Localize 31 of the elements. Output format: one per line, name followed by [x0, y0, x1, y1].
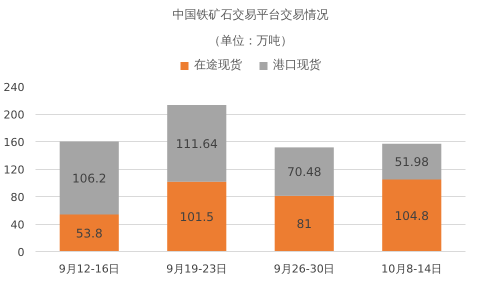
data-label: 106.2: [72, 172, 106, 186]
data-label: 111.64: [176, 136, 218, 151]
data-label: 70.48: [287, 165, 322, 180]
bar: [60, 142, 119, 215]
bar: [167, 182, 226, 252]
y-tick-label: 200: [4, 108, 25, 122]
y-tick-label: 0: [18, 246, 24, 259]
x-tick-label: 9月12-16日: [58, 262, 120, 276]
data-label: 81: [296, 217, 312, 232]
x-tick-label: 10月8-14日: [381, 262, 442, 276]
y-tick-label: 80: [10, 191, 25, 204]
y-tick-label: 160: [4, 136, 25, 149]
bar: [382, 179, 442, 252]
x-tick-label: 9月19-23日: [166, 262, 228, 276]
chart-subtitle: （单位：万吨）: [208, 34, 292, 48]
y-tick-label: 40: [10, 218, 25, 232]
data-label: 53.8: [76, 226, 103, 241]
x-tick-label: 9月26-30日: [274, 262, 335, 276]
bar: [274, 196, 334, 252]
bar: [167, 104, 226, 182]
bar: [274, 147, 334, 196]
y-tick-label: 120: [4, 164, 25, 176]
legend-label: 港口现货: [273, 56, 321, 74]
data-label: 51.98: [394, 155, 429, 170]
y-tick-label: 240: [4, 81, 25, 94]
bar: [60, 214, 119, 252]
legend-label: 在途现货: [194, 56, 242, 74]
data-label: 104.8: [394, 208, 429, 223]
chart-title: 中国铁矿石交易平台交易情况: [172, 8, 328, 22]
data-label: 101.5: [180, 210, 214, 224]
bar: [382, 144, 442, 180]
